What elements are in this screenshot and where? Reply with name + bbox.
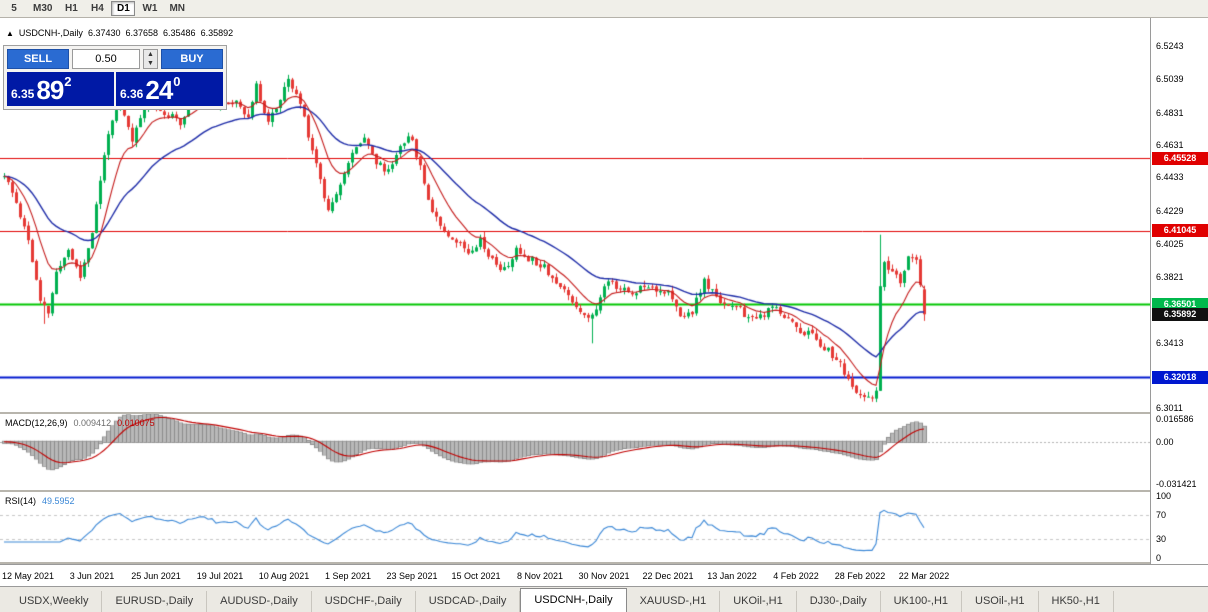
price-badge: 6.41045	[1152, 224, 1208, 238]
price-tick: 6.4025	[1156, 238, 1184, 249]
rsi-canvas[interactable]	[0, 492, 1150, 562]
macd-value-signal: 0.010075	[117, 418, 155, 428]
volume-down-icon[interactable]: ▼	[147, 60, 154, 67]
price-tick: 6.3821	[1156, 271, 1184, 282]
sell-price-base: 6.35	[11, 87, 35, 101]
date-tick: 8 Nov 2021	[516, 571, 564, 581]
sell-price-display[interactable]: 6.35 89 2	[7, 72, 114, 106]
date-tick: 12 May 2021	[1, 571, 55, 581]
rsi-tick: 100	[1156, 491, 1172, 501]
price-tick: 6.3011	[1156, 403, 1183, 414]
rsi-tick: 30	[1156, 534, 1167, 545]
chart-tab-usdcad-daily[interactable]: USDCAD-,Daily	[416, 591, 521, 612]
chart-tab-hk50-h1[interactable]: HK50-,H1	[1039, 591, 1114, 612]
date-tick: 15 Oct 2021	[451, 571, 501, 581]
chart-tab-usdchf-daily[interactable]: USDCHF-,Daily	[312, 591, 416, 612]
chart-tab-uk100-h1[interactable]: UK100-,H1	[881, 591, 963, 612]
macd-tick: 0.016586	[1156, 414, 1194, 425]
rsi-label: RSI(14) 49.5952	[5, 496, 75, 506]
timeframe-h4[interactable]: H4	[91, 3, 104, 14]
volume-spinner[interactable]: ▲ ▼	[143, 49, 158, 69]
rsi-tick: 70	[1156, 509, 1167, 520]
rsi-panel: RSI(14) 49.5952	[0, 492, 1150, 562]
rsi-value: 49.5952	[42, 496, 75, 506]
rsi-tick: 0	[1156, 553, 1162, 563]
date-tick: 22 Dec 2021	[642, 571, 694, 581]
chart-tab-dj30-daily[interactable]: DJ30-,Daily	[797, 591, 881, 612]
buy-price-display[interactable]: 6.36 24 0	[116, 72, 223, 106]
price-badge: 6.35892	[1152, 307, 1208, 321]
buy-price-base: 6.36	[120, 87, 144, 101]
sell-price-frac: 2	[64, 74, 72, 89]
date-tick: 23 Sep 2021	[386, 571, 438, 581]
price-tick: 6.4433	[1156, 172, 1184, 183]
price-tick: 6.3413	[1156, 337, 1184, 348]
price-badge: 6.32018	[1152, 370, 1208, 384]
sell-price-pips: 89	[36, 75, 64, 105]
chart-symbol-label: USDCNH-,Daily	[18, 28, 83, 38]
date-tick: 28 Feb 2022	[834, 571, 886, 581]
chart-shift-icon[interactable]: ▲	[6, 28, 14, 38]
timeframe-d1[interactable]: D1	[111, 1, 136, 16]
macd-name: MACD(12,26,9)	[5, 418, 68, 428]
macd-label: MACD(12,26,9) 0.009412 0.010075	[5, 418, 155, 428]
ohlc-low: 6.35486	[163, 28, 196, 38]
panel-splitter[interactable]	[0, 562, 1208, 564]
date-tick: 3 Jun 2021	[69, 571, 115, 581]
chart-tab-xauusd-h1[interactable]: XAUUSD-,H1	[627, 591, 721, 612]
timeframe-toolbar: 5 M30 H1 H4 D1 W1 MN	[0, 0, 1208, 18]
date-tick: 1 Sep 2021	[324, 571, 372, 581]
main-chart-panel: ▲ USDCNH-,Daily 6.37430 6.37658 6.35486 …	[0, 18, 1150, 412]
ohlc-close: 6.35892	[200, 28, 234, 38]
chart-tab-audusd-daily[interactable]: AUDUSD-,Daily	[207, 591, 312, 612]
timeframe-w1[interactable]: W1	[142, 3, 158, 14]
timeframe-5[interactable]: 5	[11, 3, 17, 14]
chart-tab-ukoil-h1[interactable]: UKOil-,H1	[720, 591, 797, 612]
date-tick: 22 Mar 2022	[898, 571, 950, 581]
ohlc-open: 6.37430	[87, 28, 121, 38]
buy-price-frac: 0	[173, 74, 181, 89]
date-tick: 25 Jun 2021	[131, 571, 181, 581]
macd-tick: 0.00	[1156, 436, 1174, 447]
price-badge: 6.45528	[1152, 151, 1208, 165]
date-tick: 19 Jul 2021	[196, 571, 244, 581]
price-tick: 6.5243	[1156, 41, 1184, 52]
chart-tab-usdcnh-daily[interactable]: USDCNH-,Daily	[520, 588, 627, 612]
rsi-name: RSI(14)	[5, 496, 37, 506]
price-tick: 6.4229	[1156, 205, 1184, 216]
ohlc-high: 6.37658	[125, 28, 159, 38]
timeframe-mn[interactable]: MN	[169, 3, 186, 14]
buy-button[interactable]: BUY	[161, 49, 223, 69]
chart-tab-usoil-h1[interactable]: USOil-,H1	[962, 591, 1039, 612]
date-tick: 10 Aug 2021	[258, 571, 310, 581]
volume-up-icon[interactable]: ▲	[147, 51, 154, 58]
macd-tick: -0.031421	[1156, 479, 1197, 490]
price-tick: 6.5039	[1156, 74, 1184, 85]
price-axis[interactable]: 6.5243 6.5039 6.4831 6.4631 6.4433 6.4229 6.40…	[1150, 18, 1208, 564]
buy-price-pips: 24	[145, 75, 173, 105]
time-axis[interactable]: 12 May 2021 3 Jun 2021 25 Jun 2021 19 Jul 2…	[0, 564, 1208, 586]
sell-button[interactable]: SELL	[7, 49, 69, 69]
chart-tab-eurusd-daily[interactable]: EURUSD-,Daily	[102, 591, 208, 612]
panel-splitter[interactable]	[0, 412, 1208, 414]
volume-input[interactable]: 0.50	[72, 49, 140, 69]
price-badge: 6.36501	[1152, 297, 1208, 311]
macd-value-histogram: 0.009412	[73, 418, 112, 428]
timeframe-h1[interactable]: H1	[65, 3, 78, 14]
timeframe-m30[interactable]: M30	[33, 3, 53, 14]
price-tick: 6.4631	[1156, 140, 1184, 151]
date-tick: 30 Nov 2021	[578, 571, 630, 581]
one-click-trading-panel: SELL 0.50 ▲ ▼ BUY 6.35 89 2 6.36 24 0	[3, 45, 227, 110]
date-tick: 13 Jan 2022	[707, 571, 757, 581]
macd-canvas[interactable]	[0, 414, 1150, 490]
macd-panel: MACD(12,26,9) 0.009412 0.010075	[0, 414, 1150, 490]
chart-tab-bar: USDX,Weekly EURUSD-,Daily AUDUSD-,Daily USD…	[0, 586, 1208, 612]
panel-splitter[interactable]	[0, 490, 1208, 492]
price-tick: 6.4831	[1156, 107, 1184, 118]
chart-tab-usdx-weekly[interactable]: USDX,Weekly	[6, 591, 103, 612]
chart-header: ▲ USDCNH-,Daily 6.37430 6.37658 6.35486 …	[6, 28, 233, 38]
date-tick: 4 Feb 2022	[773, 571, 819, 581]
